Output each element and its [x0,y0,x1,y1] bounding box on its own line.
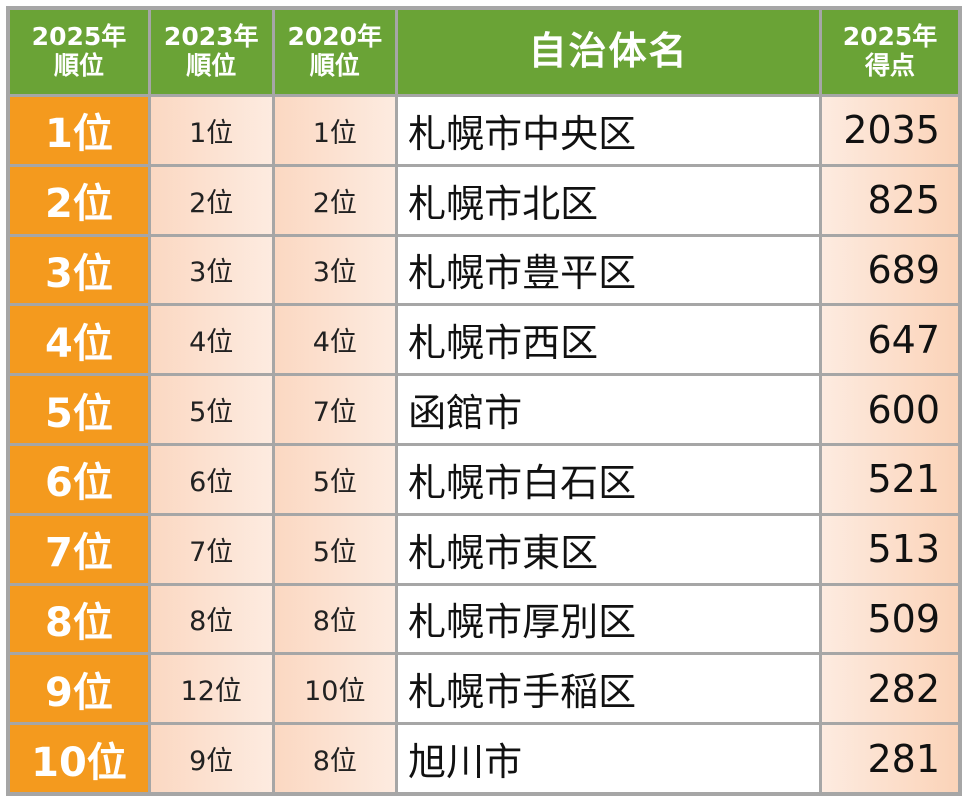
municipality-cell: 札幌市東区 [398,515,820,583]
header-rank-2020-year: 2020年 [287,22,383,52]
table-row: 6位 6位 5位 札幌市白石区 521 [10,445,958,513]
rank-2020-cell: 8位 [274,585,396,653]
rank-2020-cell: 5位 [274,515,396,583]
rank-2025-cell: 1位 [10,97,148,164]
rank-2023-cell: 3位 [150,236,272,304]
municipality-cell: 札幌市西区 [398,306,820,374]
rank-2025-cell: 5位 [10,376,148,443]
score-cell: 647 [822,306,958,374]
rank-2020-cell: 8位 [274,725,396,792]
score-cell: 825 [822,166,958,234]
score-cell: 509 [822,585,958,653]
rank-2020-cell: 3位 [274,236,396,304]
rank-2020-cell: 2位 [274,166,396,234]
score-cell: 521 [822,445,958,513]
municipality-cell: 札幌市白石区 [398,445,820,513]
header-rank-2025: 2025年 順位 [10,10,148,94]
table-row: 2位 2位 2位 札幌市北区 825 [10,166,958,234]
table-row: 9位 12位 10位 札幌市手稲区 282 [10,655,958,723]
header-rank-2020: 2020年 順位 [274,10,396,94]
rank-2023-cell: 1位 [150,97,272,164]
municipality-cell: 函館市 [398,376,820,443]
ranking-table: 2025年 順位 2023年 順位 2020年 順位 自治体名 2025年 得点 [7,7,961,795]
table-row: 1位 1位 1位 札幌市中央区 2035 [10,97,958,164]
header-rank-2025-year: 2025年 [31,22,127,52]
table-row: 3位 3位 3位 札幌市豊平区 689 [10,236,958,304]
municipality-cell: 札幌市豊平区 [398,236,820,304]
rank-2023-cell: 2位 [150,166,272,234]
score-cell: 281 [822,725,958,792]
municipality-cell: 札幌市中央区 [398,97,820,164]
score-cell: 689 [822,236,958,304]
rank-2023-cell: 7位 [150,515,272,583]
rank-2023-cell: 9位 [150,725,272,792]
rank-2020-cell: 10位 [274,655,396,723]
rank-2023-cell: 6位 [150,445,272,513]
municipality-cell: 札幌市北区 [398,166,820,234]
rank-2023-cell: 5位 [150,376,272,443]
rank-2023-cell: 12位 [150,655,272,723]
table-row: 8位 8位 8位 札幌市厚別区 509 [10,585,958,653]
rank-2025-cell: 6位 [10,445,148,513]
header-rank-2025-label: 順位 [53,51,104,80]
table-row: 7位 7位 5位 札幌市東区 513 [10,515,958,583]
rank-2025-cell: 8位 [10,585,148,653]
header-row: 2025年 順位 2023年 順位 2020年 順位 自治体名 2025年 得点 [10,10,958,94]
header-score-2025-label: 得点 [865,51,916,80]
header-rank-2020-label: 順位 [309,51,360,80]
municipality-cell: 札幌市厚別区 [398,585,820,653]
header-score-2025: 2025年 得点 [822,10,958,94]
rank-2023-cell: 4位 [150,306,272,374]
rank-2020-cell: 5位 [274,445,396,513]
rank-2020-cell: 1位 [274,97,396,164]
header-rank-2023-year: 2023年 [163,22,259,52]
rank-2025-cell: 4位 [10,306,148,374]
rank-2023-cell: 8位 [150,585,272,653]
rank-2020-cell: 4位 [274,306,396,374]
rank-2025-cell: 10位 [10,725,148,792]
municipality-cell: 札幌市手稲区 [398,655,820,723]
rank-2025-cell: 9位 [10,655,148,723]
rank-2020-cell: 7位 [274,376,396,443]
table-row: 5位 5位 7位 函館市 600 [10,376,958,443]
header-municipality: 自治体名 [398,10,820,94]
header-score-2025-year: 2025年 [842,22,938,52]
table-row: 10位 9位 8位 旭川市 281 [10,725,958,792]
table-row: 4位 4位 4位 札幌市西区 647 [10,306,958,374]
score-cell: 600 [822,376,958,443]
header-rank-2023: 2023年 順位 [150,10,272,94]
header-rank-2023-label: 順位 [186,51,237,80]
rank-2025-cell: 3位 [10,236,148,304]
score-cell: 513 [822,515,958,583]
score-cell: 2035 [822,97,958,164]
municipality-cell: 旭川市 [398,725,820,792]
score-cell: 282 [822,655,958,723]
rank-2025-cell: 7位 [10,515,148,583]
ranking-table-frame: 2025年 順位 2023年 順位 2020年 順位 自治体名 2025年 得点 [6,6,962,796]
rank-2025-cell: 2位 [10,166,148,234]
